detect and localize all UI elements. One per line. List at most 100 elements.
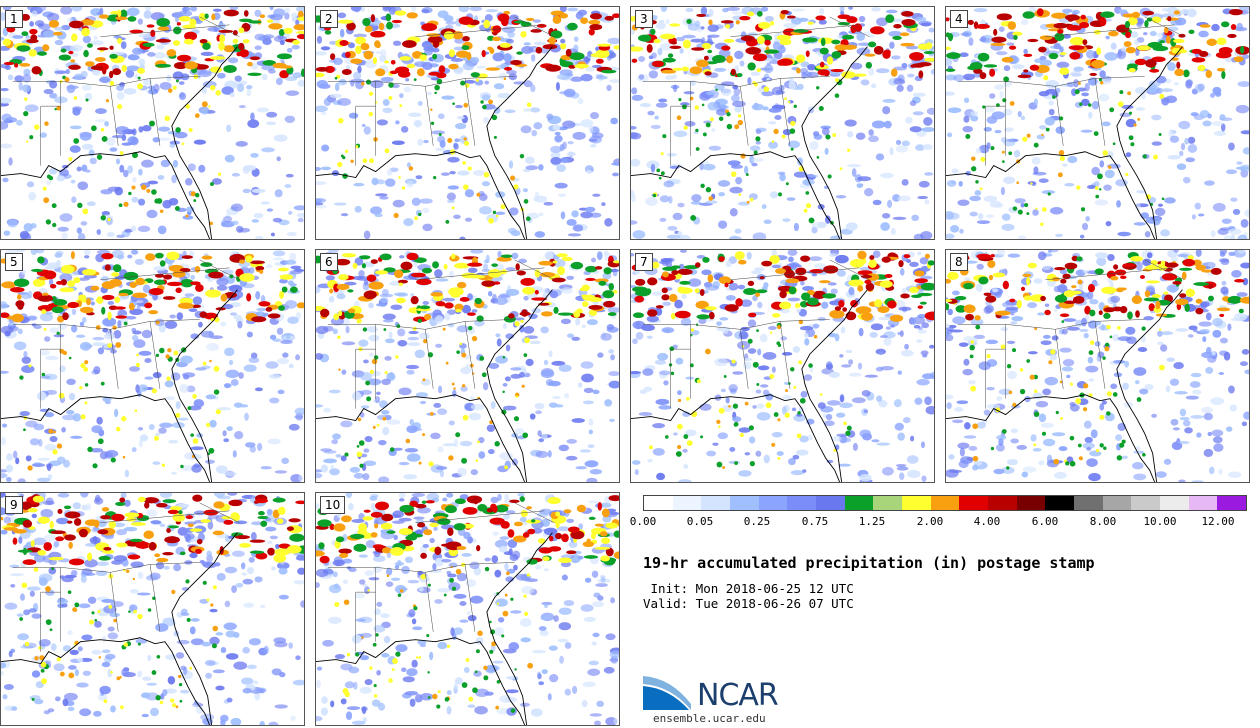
precip-cell [42, 30, 56, 38]
convective-cell [1088, 350, 1094, 355]
heavy-precip-cell [853, 23, 863, 32]
precip-cell [157, 174, 165, 180]
heavy-precip-cell [71, 33, 78, 42]
precip-cell [963, 335, 975, 342]
convective-cell [192, 438, 199, 444]
heavy-precip-cell [338, 274, 349, 281]
convective-cell [462, 414, 469, 421]
convective-cell [1001, 150, 1005, 154]
precip-cell [992, 288, 999, 293]
precip-cell [677, 231, 683, 237]
heavy-precip-cell [720, 20, 734, 24]
precip-cell [320, 166, 332, 171]
precip-cell [1202, 120, 1212, 127]
precip-cell [1212, 86, 1222, 95]
precip-cell [293, 580, 304, 585]
convective-cell [970, 340, 974, 344]
convective-cell [1133, 123, 1137, 127]
heavy-precip-cell [1173, 10, 1181, 15]
heavy-precip-cell [200, 262, 213, 267]
heavy-precip-cell [1022, 11, 1035, 19]
precip-cell [97, 520, 107, 528]
heavy-precip-cell [195, 284, 204, 292]
precip-cell [848, 372, 862, 377]
heavy-precip-cell [101, 252, 114, 260]
precip-cell [284, 115, 296, 123]
precip-cell [761, 91, 774, 97]
heavy-precip-cell [551, 277, 566, 283]
precip-cell [212, 8, 222, 12]
precip-cell [643, 386, 653, 392]
precip-cell [747, 319, 757, 328]
precip-cell [589, 468, 603, 475]
precip-cell [1190, 112, 1199, 117]
heavy-precip-cell [172, 270, 186, 278]
convective-cell [180, 464, 184, 469]
precip-cell [120, 41, 127, 50]
convective-cell [1016, 181, 1020, 185]
convective-cell [744, 401, 749, 406]
precip-cell [228, 284, 243, 293]
precip-cell [1200, 301, 1210, 308]
precip-cell [1099, 403, 1105, 411]
convective-cell [19, 375, 24, 380]
precip-cell [106, 137, 116, 146]
precip-cell [126, 7, 140, 17]
convective-cell [1159, 364, 1165, 371]
precip-cell [1, 370, 9, 374]
precip-cell [882, 212, 891, 219]
precip-cell [422, 301, 430, 305]
convective-cell [778, 192, 782, 197]
precip-cell [631, 87, 638, 95]
heavy-precip-cell [667, 53, 674, 58]
precip-cell [3, 684, 14, 691]
precip-cell [883, 120, 892, 129]
precip-cell [295, 354, 301, 361]
convective-cell [756, 329, 759, 333]
precip-cell [213, 26, 219, 33]
precip-cell [740, 299, 753, 307]
precip-cell [368, 334, 380, 342]
heavy-precip-cell [101, 306, 106, 315]
convective-cell [1024, 202, 1029, 208]
precip-cell [1199, 110, 1210, 119]
precip-cell [504, 376, 511, 382]
precip-cell [1213, 443, 1224, 452]
heavy-precip-cell [454, 262, 470, 269]
member-number-label: 8 [950, 253, 968, 271]
convective-cell [43, 327, 47, 331]
precip-cell [542, 288, 549, 295]
heavy-precip-cell [173, 62, 188, 70]
heavy-precip-cell [293, 24, 304, 31]
precip-cell [799, 435, 809, 443]
precip-cell [1116, 200, 1121, 208]
precip-cell [229, 92, 235, 98]
heavy-precip-cell [1059, 67, 1070, 75]
precip-cell [800, 61, 810, 68]
precip-cell [265, 121, 277, 126]
heavy-precip-cell [818, 280, 831, 284]
convective-cell [1003, 76, 1010, 83]
precip-cell [379, 196, 389, 200]
precip-cell [1084, 82, 1090, 92]
heavy-precip-cell [703, 55, 709, 61]
heavy-precip-cell [370, 30, 386, 38]
heavy-precip-cell [1016, 299, 1022, 309]
convective-cell [1012, 402, 1017, 407]
convective-cell [1112, 142, 1116, 146]
precip-cell [876, 395, 883, 402]
convective-cell [658, 176, 662, 180]
convective-cell [193, 199, 197, 202]
precip-cell [223, 383, 232, 388]
precip-cell [962, 73, 975, 81]
precip-cell [162, 689, 168, 696]
precip-cell [221, 269, 234, 275]
precip-cell [178, 81, 185, 85]
precip-cell [930, 69, 934, 75]
heavy-precip-cell [370, 14, 376, 23]
precip-cell [751, 162, 758, 167]
precip-cell [688, 278, 702, 287]
precip-cell [822, 127, 830, 136]
heavy-precip-cell [807, 297, 819, 306]
convective-cell [167, 348, 172, 353]
